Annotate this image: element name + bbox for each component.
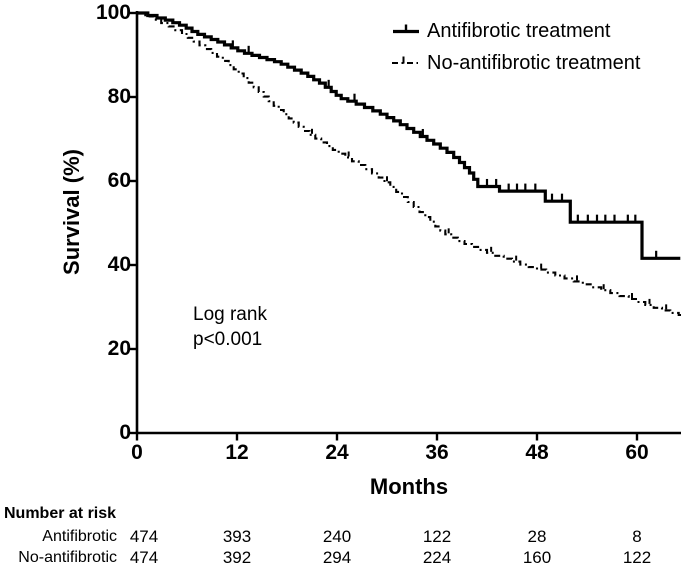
- x-tick-label-48: 48: [525, 441, 549, 464]
- risk-value: 28: [527, 527, 547, 546]
- legend-label-antifibrotic: Antifibrotic treatment: [427, 20, 611, 42]
- risk-table-title: Number at risk: [4, 505, 117, 522]
- risk-row-label-no-antifibrotic: No-antifibrotic: [18, 549, 117, 566]
- risk-value: 240: [322, 527, 352, 546]
- risk-value: 8: [632, 527, 642, 546]
- log-rank-line1: Log rank: [193, 304, 267, 325]
- legend-markers: [392, 24, 419, 65]
- y-tick-label-60: 60: [107, 169, 131, 192]
- x-tick-label-0: 0: [131, 441, 143, 464]
- risk-value: 122: [422, 527, 452, 546]
- y-tick-label-0: 0: [119, 421, 131, 444]
- y-axis-title: Survival (%): [59, 149, 84, 275]
- survival-curves: [137, 11, 682, 317]
- risk-row-label-antifibrotic: Antifibrotic: [42, 528, 117, 545]
- x-tick-label-60: 60: [625, 441, 649, 464]
- axis-ticks: [129, 11, 639, 441]
- axes: [135, 11, 681, 435]
- y-tick-label-20: 20: [107, 337, 131, 360]
- log-rank-line2: p<0.001: [193, 329, 263, 350]
- risk-value: 122: [622, 548, 652, 567]
- no-antifibrotic-curve: [137, 11, 682, 317]
- risk-value: 392: [222, 548, 252, 567]
- x-tick-label-24: 24: [325, 441, 349, 464]
- log-rank-annotation: Log rank p<0.001: [193, 302, 267, 352]
- y-tick-label-100: 100: [95, 1, 131, 24]
- risk-value: 474: [129, 527, 159, 546]
- risk-value: 224: [422, 548, 452, 567]
- risk-value: 294: [322, 548, 352, 567]
- x-tick-label-12: 12: [225, 441, 249, 464]
- y-tick-label-80: 80: [107, 85, 131, 108]
- legend-label-no-antifibrotic: No-antifibrotic treatment: [427, 52, 641, 74]
- x-tick-label-36: 36: [425, 441, 449, 464]
- x-axis-title: Months: [369, 474, 449, 499]
- risk-value: 474: [129, 548, 159, 567]
- antifibrotic-curve: [137, 11, 681, 260]
- risk-value: 160: [522, 548, 552, 567]
- y-tick-label-40: 40: [107, 253, 131, 276]
- risk-value: 393: [222, 527, 252, 546]
